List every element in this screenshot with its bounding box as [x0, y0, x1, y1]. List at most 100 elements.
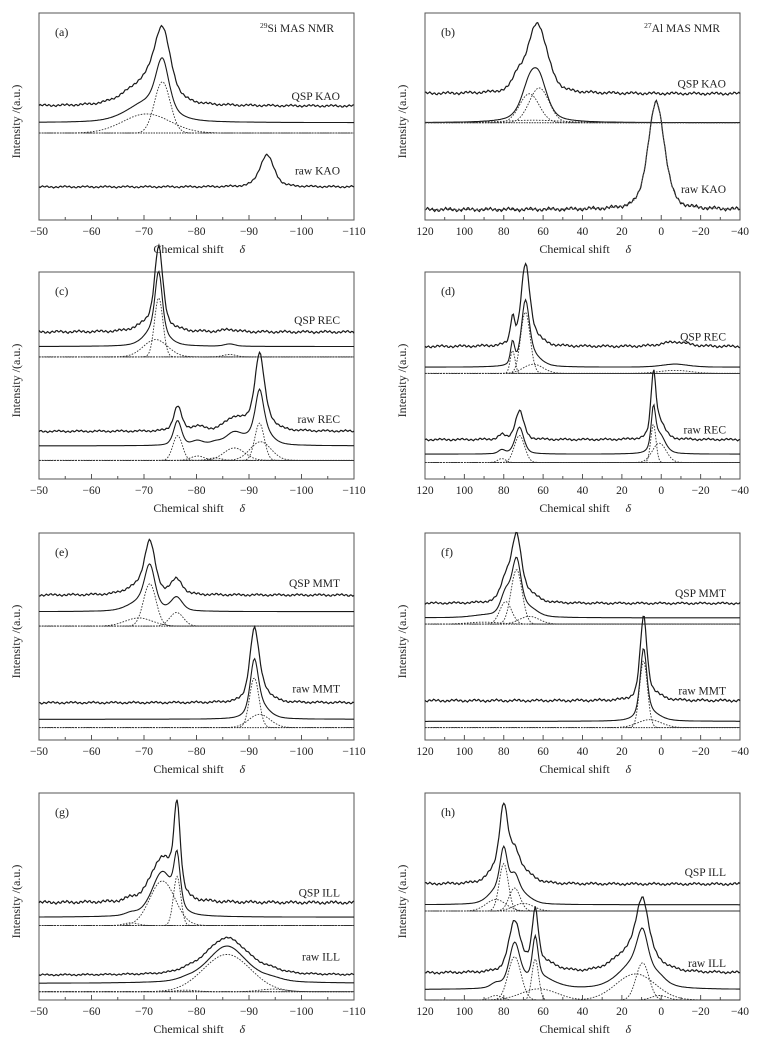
x-tick-label: 80 — [498, 746, 510, 758]
y-axis-title: Intensity /(a.u.) — [395, 85, 409, 159]
x-tick-label: −70 — [135, 1006, 153, 1018]
measured-spectrum-line — [424, 21, 741, 96]
x-tick-label: −110 — [342, 485, 366, 497]
measured-spectrum-line — [38, 24, 355, 108]
sample-label: QSP MMT — [675, 588, 726, 600]
x-tick-label: −70 — [135, 746, 153, 758]
fitted-sum-line — [425, 403, 740, 455]
x-tick-label: 20 — [616, 485, 628, 497]
x-tick-label: −20 — [692, 746, 710, 758]
fitted-component-line — [425, 93, 740, 124]
panel-label: (e) — [55, 545, 68, 559]
spectrum-group: QSP ILL — [38, 799, 355, 926]
fitted-sum-line — [425, 67, 740, 124]
panel-label: (d) — [441, 284, 455, 298]
measured-spectrum-line — [424, 802, 741, 887]
measured-spectrum-line — [38, 243, 355, 335]
fitted-sum-line — [39, 563, 354, 613]
y-axis-title: Intensity /(a.u.) — [9, 865, 23, 939]
panel-c: −50 −60 −70 −80 −90 −100 −110 Chemical shift δ In… — [9, 243, 366, 515]
fitted-component-line — [425, 458, 740, 463]
sample-label: QSP REC — [294, 315, 340, 327]
x-tick-label: −40 — [731, 226, 749, 238]
x-tick-label: 20 — [616, 746, 628, 758]
plot-frame — [424, 271, 741, 480]
fitted-sum-line — [39, 945, 354, 984]
fitted-component-line — [425, 442, 740, 463]
panel-label: (h) — [441, 805, 455, 819]
x-tick-label: 100 — [456, 485, 474, 497]
spectrum-group: QSP MMT — [424, 531, 741, 625]
plot-frame — [38, 12, 355, 221]
x-tick-label: 100 — [456, 746, 474, 758]
x-tick-label: −90 — [240, 226, 258, 238]
x-tick-label: 120 — [416, 226, 434, 238]
spectrum-group: raw ILL — [38, 936, 355, 993]
fitted-sum-line — [425, 648, 740, 722]
sample-label: QSP MMT — [289, 578, 340, 590]
measured-spectrum-line — [38, 624, 355, 705]
fitted-component-line — [39, 339, 354, 358]
x-axis-symbol: δ — [626, 762, 632, 776]
x-tick-label: −20 — [692, 1006, 710, 1018]
measured-spectrum-line — [38, 936, 355, 977]
sample-label: QSP KAO — [292, 91, 340, 103]
sample-label: raw ILL — [302, 952, 340, 964]
x-axis-symbol: δ — [626, 501, 632, 515]
x-tick-label: −20 — [692, 226, 710, 238]
x-axis-title: Chemical shift — [539, 762, 610, 776]
panel-label: (a) — [55, 25, 68, 39]
x-tick-label: −100 — [290, 746, 314, 758]
nucleus-label: 29Si MAS NMR — [260, 21, 334, 35]
measured-spectrum-line — [424, 615, 741, 703]
fitted-sum-line — [425, 298, 740, 368]
spectrum-group: raw ILL — [425, 896, 741, 1001]
fitted-component-line — [39, 113, 354, 134]
x-tick-label: 60 — [537, 485, 549, 497]
fitted-component-line — [39, 583, 354, 627]
x-tick-label: 0 — [658, 226, 664, 238]
x-tick-label: 20 — [616, 226, 628, 238]
x-axis-title: Chemical shift — [153, 1022, 224, 1036]
fitted-sum-line — [425, 556, 740, 619]
fitted-component-line — [39, 455, 354, 461]
panel-d: 120 100 80 60 40 20 0 −20 −40 Chemical shift δ Inte… — [395, 262, 749, 515]
sample-label: raw MMT — [678, 685, 726, 697]
x-tick-label: −100 — [290, 226, 314, 238]
measured-spectrum-line — [38, 350, 355, 434]
spectrum-group: raw REC — [38, 350, 355, 461]
spectrum-group: raw REC — [424, 369, 741, 463]
x-tick-label: −100 — [290, 485, 314, 497]
panel-h: 120 100 80 60 40 20 0 −20 −40 Chemical shift δ Inte… — [395, 792, 749, 1036]
x-tick-label: 40 — [577, 226, 589, 238]
y-axis-title: Intensity /(a.u.) — [9, 85, 23, 159]
panel-label: (c) — [55, 284, 68, 298]
sample-label: QSP ILL — [685, 867, 726, 879]
x-tick-label: −20 — [692, 485, 710, 497]
y-axis-title: Intensity /(a.u.) — [395, 865, 409, 939]
x-tick-label: −90 — [240, 1006, 258, 1018]
fitted-component-line — [425, 601, 740, 625]
sample-label: raw MMT — [292, 683, 340, 695]
spectrum-group: QSP KAO — [38, 24, 355, 134]
fitted-component-line — [39, 441, 354, 461]
fitted-component-line — [425, 887, 740, 912]
x-tick-label: 40 — [577, 746, 589, 758]
x-tick-label: 120 — [416, 485, 434, 497]
fitted-sum-line — [39, 270, 354, 348]
fitted-component-line — [39, 422, 354, 461]
x-tick-label: −80 — [188, 746, 206, 758]
x-axis-symbol: δ — [240, 1022, 246, 1036]
fitted-component-line — [39, 612, 354, 627]
spectrum-group: raw KAO — [38, 153, 355, 189]
x-tick-label: −110 — [342, 226, 366, 238]
spectrum-group: raw MMT — [38, 624, 355, 729]
x-tick-label: 100 — [456, 1006, 474, 1018]
measured-spectrum-line — [424, 531, 741, 606]
fitted-sum-line — [39, 657, 354, 720]
x-tick-label: −60 — [83, 746, 101, 758]
x-axis-symbol: δ — [626, 242, 632, 256]
spectrum-group: QSP MMT — [38, 538, 355, 627]
spectrum-group: QSP KAO — [424, 21, 741, 124]
